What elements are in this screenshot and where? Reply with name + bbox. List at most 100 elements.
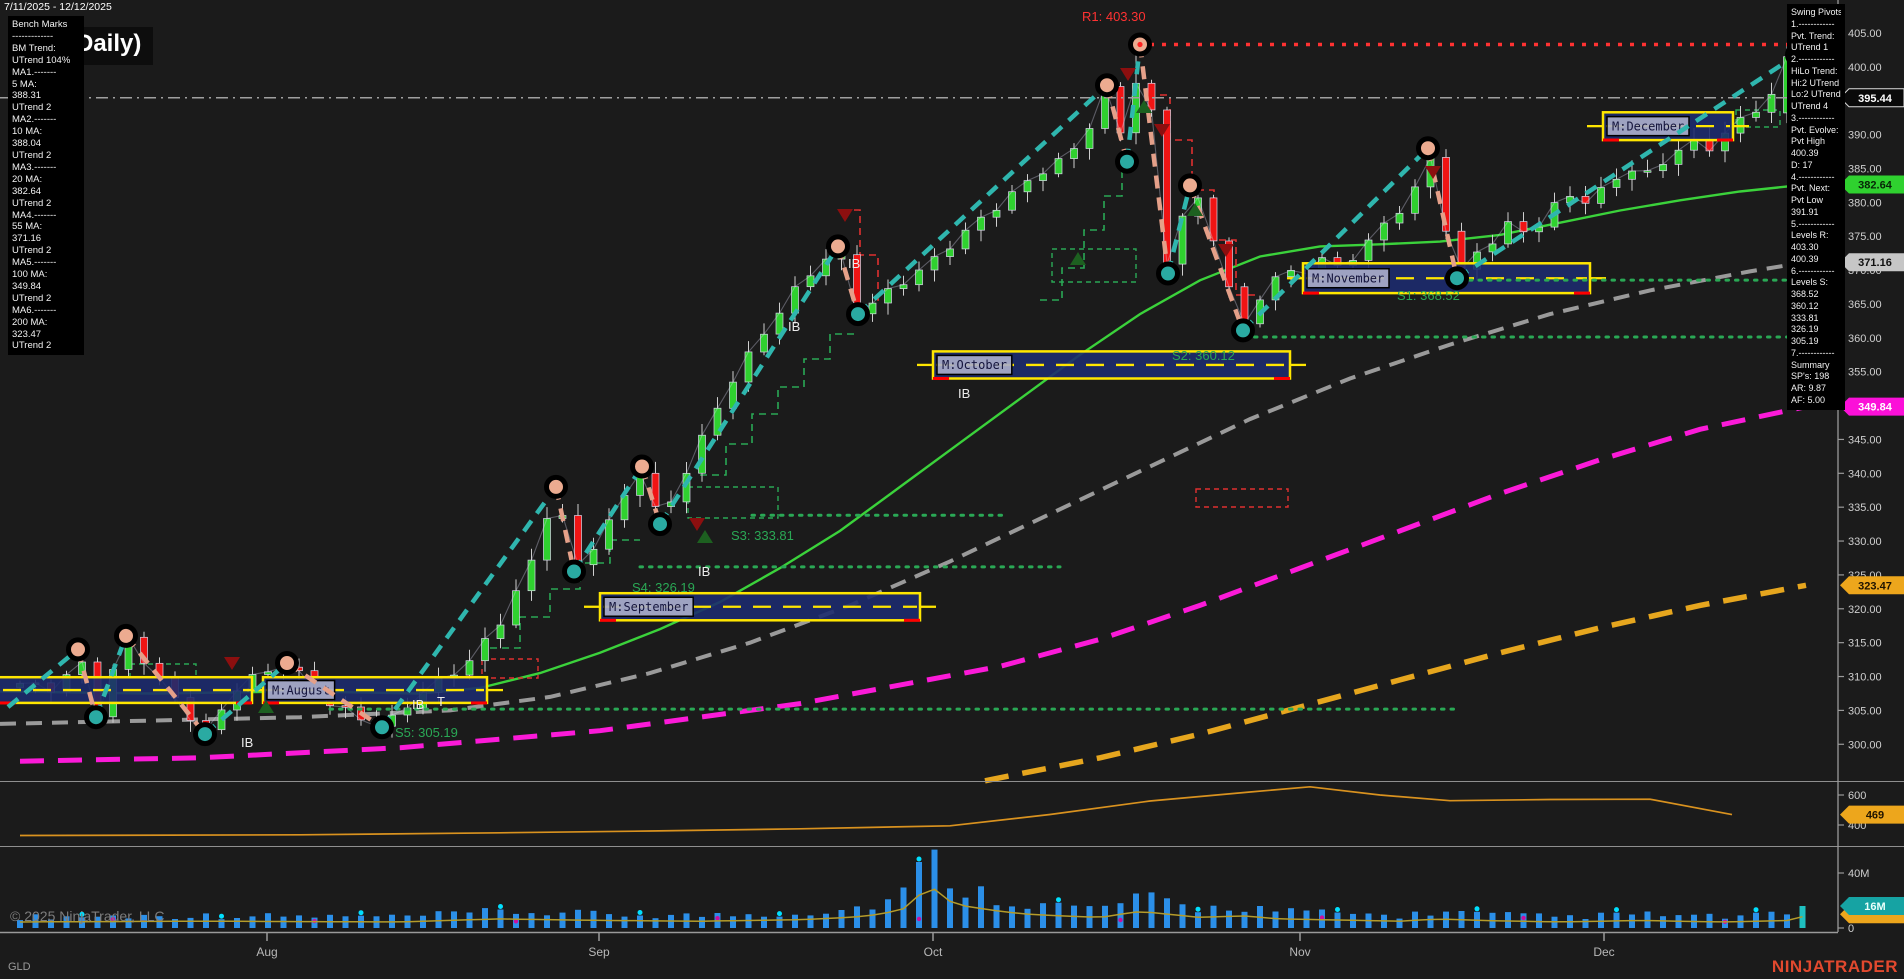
price-tick-label: 360.00	[1848, 333, 1882, 345]
swing-pivots-panel: Swing Pivots 1.------------ Pvt. Trend: UTr…	[1787, 4, 1845, 410]
price-tick-label: 365.00	[1848, 299, 1882, 311]
volume-tick-label: 0	[1848, 923, 1854, 935]
panel-line: 6.------------	[1791, 265, 1835, 276]
panel-line: Summary	[1791, 359, 1830, 370]
panel-line: 360.12	[1791, 300, 1819, 311]
price-tick-label: 320.00	[1848, 604, 1882, 616]
month-box-label-chip	[603, 596, 694, 618]
panel-line: 4.------------	[1791, 171, 1835, 182]
panel-line: 305.19	[1791, 336, 1819, 346]
price-tick-label: 305.00	[1848, 705, 1882, 717]
panel-line: 55 MA:	[12, 221, 43, 233]
ib-label: IB	[241, 735, 253, 750]
panel-line: UTrend 1	[1791, 42, 1829, 53]
axis-badge-text: 371.16	[1858, 257, 1892, 269]
indicator-panels	[0, 781, 1904, 928]
swing-zigzag	[6, 44, 1810, 736]
t-label: T	[437, 694, 445, 709]
panel-line: 200 MA:	[12, 316, 48, 328]
month-box-label: M:September	[609, 600, 688, 614]
bench-marks-panel: Bench Marks ------------- BM Trend: UTrend …	[8, 16, 84, 356]
panel-line: -------------	[12, 30, 54, 42]
panel-line: Levels R:	[1791, 230, 1829, 241]
pivot-circles	[66, 32, 1809, 747]
signal-triangles	[224, 68, 1441, 713]
month-box-label: M:August	[272, 683, 330, 697]
axis-badge-text: 349.84	[1858, 402, 1893, 414]
axis-badge-text: 323.47	[1858, 580, 1892, 592]
axis-badge	[1840, 397, 1904, 416]
time-axis[interactable]: Aug Sep Oct Nov Dec	[0, 931, 1838, 959]
price-tick-label: 405.00	[1848, 28, 1882, 40]
price-tick-label: 355.00	[1848, 367, 1882, 379]
chart-title: Daily)	[72, 27, 154, 66]
panel-line: MA4.-------	[12, 209, 57, 221]
axis-badge	[1840, 253, 1904, 272]
panel-line: UTrend 104%	[12, 54, 71, 66]
panel-line: MA3.-------	[12, 161, 57, 173]
support-level-label: S2: 360.12	[1172, 348, 1235, 363]
panel-line: Swing Pivots	[1791, 7, 1841, 17]
price-tick-label: 380.00	[1848, 197, 1882, 209]
price-tick-label: 340.00	[1848, 468, 1882, 480]
axis-badge-text: 469	[1866, 810, 1884, 822]
panel-line: BM Trend:	[12, 42, 56, 54]
axis-badge	[1840, 805, 1904, 824]
panel-line: SP's: 198	[1791, 371, 1830, 382]
panel-line: MA2.-------	[12, 114, 57, 126]
month-tick-label: Nov	[1289, 945, 1310, 959]
panel-line: Pvt. Trend:	[1791, 30, 1835, 41]
symbol-label: GLD	[8, 961, 31, 973]
panel-line: 20 MA:	[12, 173, 43, 185]
panel-line: 5 MA:	[12, 78, 37, 90]
price-tick-label: 400.00	[1848, 62, 1882, 74]
panel-line: 7.------------	[1791, 347, 1835, 358]
ninjatrader-logo: NINJATRADER	[1771, 957, 1898, 976]
panel-line: Pvt. Next:	[1791, 183, 1831, 194]
ib-label: IB	[848, 256, 860, 271]
axis-badge-text: 382.64	[1858, 179, 1893, 191]
panel-line: AR: 9.87	[1791, 383, 1827, 393]
price-tick-label: 330.00	[1848, 536, 1882, 548]
panel-line: 100 MA:	[12, 269, 48, 281]
candles-layer	[16, 41, 1807, 739]
panel-line: 400.39	[1791, 253, 1819, 264]
month-box-label-chip	[1606, 115, 1690, 137]
panel-line: UTrend 2	[12, 102, 52, 114]
panel-line: Pvt High	[1791, 136, 1826, 147]
price-tick-label: 335.00	[1848, 502, 1882, 514]
month-tick-label: Dec	[1593, 945, 1614, 959]
axis-badge	[1840, 897, 1904, 915]
panel-line: 349.84	[12, 280, 42, 292]
price-tick-label: 390.00	[1848, 130, 1882, 142]
support-level-label: S3: 333.81	[731, 528, 794, 543]
ib-label: IB	[412, 697, 424, 712]
support-level-label: S4: 326.19	[632, 580, 695, 595]
support-level-label: S1: 368.52	[1397, 288, 1460, 303]
panel-line: Pvt. Evolve:	[1791, 124, 1839, 135]
month-tick-label: Oct	[924, 945, 943, 959]
axis-badges: 395.44 382.64 371.16 349.84 323.47 469 16M	[1839, 88, 1904, 924]
panel-line: UTrend 2	[12, 340, 52, 352]
panel-line: 382.64	[12, 185, 42, 197]
axis-badge-text: 395.44	[1858, 93, 1893, 105]
date-range: 7/11/2025 - 12/12/2025	[4, 1, 112, 13]
panel-line: UTrend 2	[12, 245, 52, 257]
panel-line: UTrend 2	[12, 197, 52, 209]
panel-line: 333.81	[1791, 312, 1819, 323]
panel-line: MA1.-------	[12, 66, 57, 78]
monthly-range-boxes: M:August M:September M:October M:November M:…	[0, 111, 1749, 705]
panel-line: 400.39	[1791, 148, 1819, 158]
panel-line: 371.16	[12, 233, 42, 245]
price-tick-label: 300.00	[1848, 739, 1882, 751]
panel-line: 1.------------	[1791, 18, 1835, 29]
panel-line: D: 17	[1791, 159, 1813, 170]
ib-label: IB	[788, 319, 800, 334]
price-levels: S1: 368.52 S2: 360.12 S3: 333.81 S4: 326.19…	[0, 9, 1836, 740]
panel-line: 388.04	[12, 138, 42, 150]
ib-labels: IB IB IB IB IB IB T	[241, 256, 970, 750]
panel-line: UTrend 2	[12, 292, 52, 304]
month-box-label: M:October	[942, 358, 1007, 372]
